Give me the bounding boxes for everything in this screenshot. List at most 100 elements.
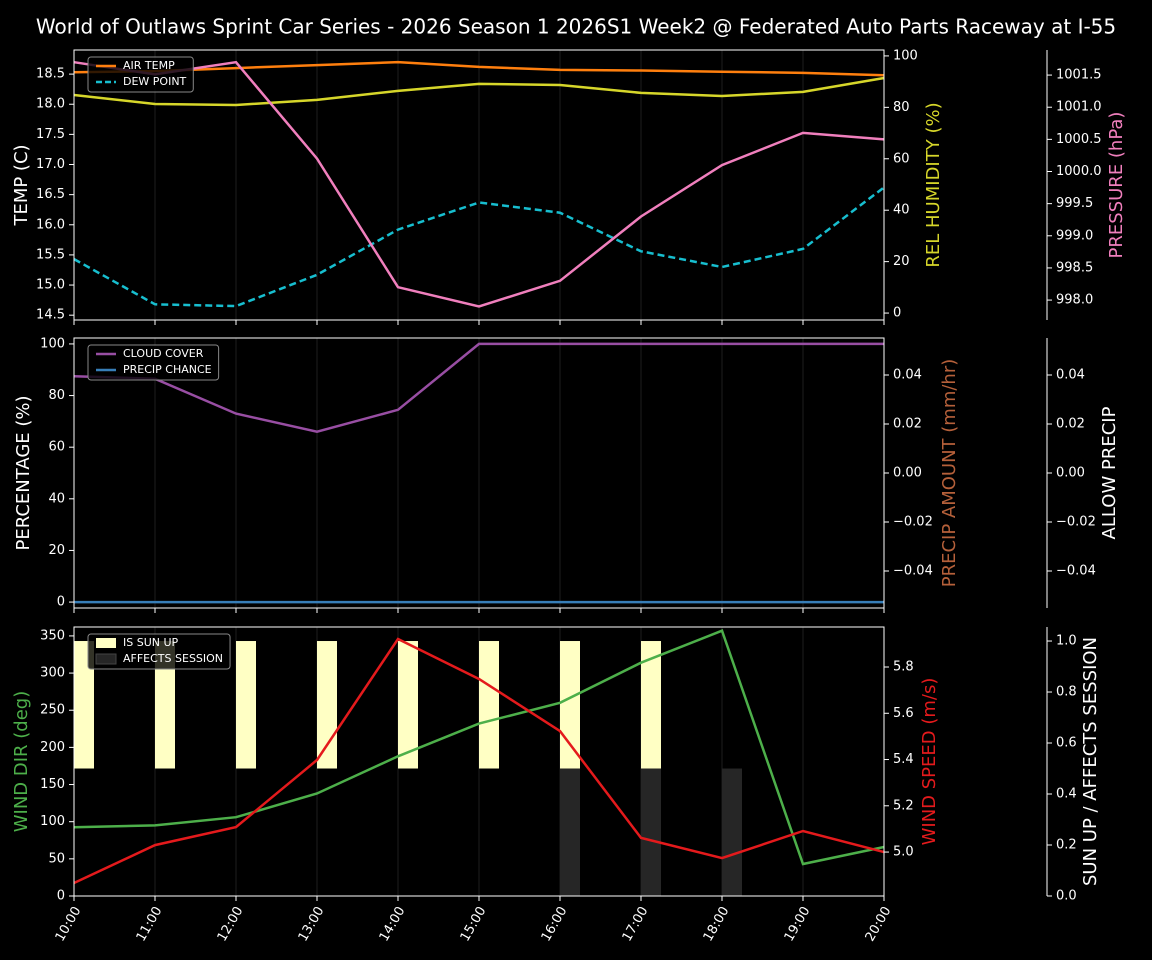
y-tick-label: 15.5: [36, 247, 65, 262]
y2-axis-label: PRECIP AMOUNT (mm/hr): [939, 359, 960, 588]
y3-tick-label: 1.0: [1056, 634, 1077, 649]
y3-tick-label: 0.8: [1056, 685, 1077, 700]
legend-label: CLOUD COVER: [123, 347, 204, 360]
y-axis-label: TEMP (C): [11, 144, 32, 226]
y2-tick-label: 40: [893, 203, 910, 218]
y2-tick-label: 5.2: [893, 798, 914, 813]
y-tick-label: 17.0: [36, 157, 65, 172]
y3-tick-label: 0.0: [1056, 889, 1077, 904]
y3-axis-label: PRESSURE (hPa): [1106, 112, 1127, 259]
y3-tick-label: 0.6: [1056, 736, 1077, 751]
y3-axis-label: ALLOW PRECIP: [1099, 406, 1120, 539]
y2-axis-label: WIND SPEED (m/s): [919, 678, 940, 846]
bar: [398, 641, 418, 769]
y3-tick-label: 0.02: [1056, 416, 1085, 431]
y2-axis-label: REL HUMIDITY (%): [923, 102, 944, 267]
y-tick-label: 150: [40, 777, 65, 792]
legend-label: IS SUN UP: [123, 636, 179, 649]
line: [73, 186, 885, 308]
plot-frame: [73, 626, 885, 897]
line: [73, 342, 884, 433]
y2-tick-label: −0.02: [893, 515, 933, 530]
y2-tick-label: 60: [893, 151, 910, 166]
bar: [236, 641, 256, 769]
y2-tick-label: 20: [893, 254, 910, 269]
line: [73, 629, 885, 866]
legend-swatch: [96, 638, 116, 648]
y3-tick-label: 0.2: [1056, 838, 1077, 853]
legend: CLOUD COVER PRECIP CHANCE: [87, 344, 220, 381]
y-tick-label: 18.0: [36, 97, 65, 112]
y2-tick-label: 0: [893, 306, 901, 321]
y2-tick-label: 5.4: [893, 752, 914, 767]
y-tick-label: 0: [57, 889, 65, 904]
y2-tick-label: 0.02: [893, 416, 922, 431]
y-tick-label: 350: [40, 628, 65, 643]
bar: [317, 641, 337, 769]
line: [73, 60, 885, 77]
legend-box: [87, 633, 231, 670]
line: [73, 76, 885, 107]
y2-tick-label: 80: [893, 100, 910, 115]
bar: [74, 641, 94, 769]
y-tick-label: 16.0: [36, 217, 65, 232]
plot-frame: [73, 49, 885, 321]
y2-tick-label: −0.04: [893, 564, 933, 579]
plot-frame: [73, 337, 885, 609]
y-tick-label: 100: [40, 814, 65, 829]
y3-tick-label: 999.0: [1056, 228, 1093, 243]
y-tick-label: 18.5: [36, 67, 65, 82]
legend: AIR TEMP DEW POINT: [87, 56, 194, 93]
legend-label: PRECIP CHANCE: [123, 363, 212, 376]
y-tick-label: 40: [48, 491, 65, 506]
bar: [722, 768, 742, 896]
y-tick-label: 80: [48, 388, 65, 403]
y3-tick-label: 999.5: [1056, 196, 1093, 211]
legend: IS SUN UP AFFECTS SESSION: [87, 633, 231, 670]
y3-tick-label: 998.5: [1056, 260, 1093, 275]
y3-axis-label: SUN UP / AFFECTS SESSION: [1080, 637, 1101, 886]
y2-tick-label: 0.04: [893, 367, 922, 382]
y3-tick-label: 0.00: [1056, 466, 1085, 481]
y-tick-label: 20: [48, 543, 65, 558]
y-tick-label: 250: [40, 703, 65, 718]
y-tick-label: 16.5: [36, 187, 65, 202]
y3-tick-label: 1000.0: [1056, 164, 1102, 179]
y2-tick-label: 5.8: [893, 660, 914, 675]
bar: [479, 641, 499, 769]
bar: [560, 641, 580, 769]
y3-tick-label: 998.0: [1056, 293, 1093, 308]
y-tick-label: 14.5: [36, 308, 65, 323]
legend-label: AFFECTS SESSION: [123, 652, 223, 665]
legend-swatch: [95, 653, 117, 665]
line: [73, 637, 885, 885]
line: [73, 60, 885, 308]
y-axis-label: PERCENTAGE (%): [13, 395, 34, 550]
y3-tick-label: 1001.5: [1056, 68, 1102, 83]
legend-box: [87, 344, 220, 381]
y3-tick-label: 0.04: [1056, 367, 1085, 382]
y2-tick-label: 5.0: [893, 845, 914, 860]
bar: [641, 768, 661, 896]
y-tick-label: 50: [48, 851, 65, 866]
bar: [155, 641, 175, 769]
y-tick-label: 200: [40, 740, 65, 755]
y-axis-label: WIND DIR (deg): [11, 691, 32, 833]
y-tick-label: 100: [40, 336, 65, 351]
y-tick-label: 0: [57, 595, 65, 610]
y-tick-label: 17.5: [36, 127, 65, 142]
y-tick-label: 60: [48, 440, 65, 455]
y3-tick-label: 0.4: [1056, 787, 1077, 802]
y3-tick-label: 1000.5: [1056, 132, 1102, 147]
y-tick-label: 300: [40, 666, 65, 681]
chart-title: World of Outlaws Sprint Car Series - 202…: [36, 15, 1116, 39]
legend-label: DEW POINT: [123, 75, 187, 88]
bar: [560, 768, 580, 896]
bar: [641, 641, 661, 769]
y2-tick-label: 100: [893, 48, 918, 63]
y3-tick-label: 1001.0: [1056, 100, 1102, 115]
y-tick-label: 15.0: [36, 278, 65, 293]
legend-label: AIR TEMP: [123, 59, 175, 72]
